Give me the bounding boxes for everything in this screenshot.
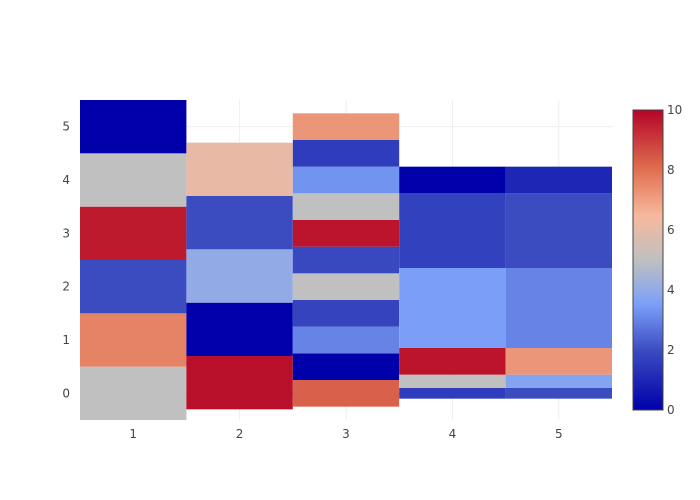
heatmap-cell xyxy=(292,246,400,274)
heatmap-cells xyxy=(80,100,612,420)
y-tick-label: 2 xyxy=(62,280,70,294)
heatmap-cell xyxy=(292,140,400,167)
heatmap-cell xyxy=(186,249,293,303)
heatmap-cell xyxy=(292,300,400,327)
heatmap-cell xyxy=(399,348,506,375)
x-tick-label: 1 xyxy=(129,427,137,441)
heatmap-cell xyxy=(292,193,400,220)
colorbar-scale xyxy=(632,109,664,411)
heatmap-cell xyxy=(80,366,187,420)
heatmap-cell xyxy=(292,166,400,194)
heatmap-cell xyxy=(292,380,400,407)
y-tick-label: 0 xyxy=(62,386,70,400)
x-tick-label: 5 xyxy=(555,427,563,441)
x-axis: 1 2 3 4 5 xyxy=(129,427,562,441)
heatmap-cell xyxy=(505,348,612,375)
heatmap-cell xyxy=(505,374,612,388)
heatmap-cell xyxy=(186,356,293,410)
colorbar-tick-label: 10 xyxy=(667,103,682,117)
heatmap-cell xyxy=(399,388,506,399)
heatmap-cell xyxy=(292,220,400,247)
heatmap-cell xyxy=(399,166,506,194)
heatmap-cell xyxy=(186,196,293,250)
heatmap-cell xyxy=(186,142,293,196)
heatmap-cell xyxy=(399,268,506,348)
heatmap-cell xyxy=(80,100,187,154)
y-tick-label: 4 xyxy=(62,173,70,187)
heatmap-cell xyxy=(505,166,612,194)
y-tick-label: 3 xyxy=(62,226,70,240)
heatmap-cell xyxy=(80,260,187,314)
heatmap-cell xyxy=(399,374,506,388)
x-tick-label: 2 xyxy=(236,427,244,441)
heatmap-cell xyxy=(505,268,612,348)
heatmap-cell xyxy=(80,206,187,260)
colorbar-tick-label: 0 xyxy=(667,403,675,417)
x-tick-label: 3 xyxy=(342,427,350,441)
colorbar-tick-label: 4 xyxy=(667,283,675,297)
y-axis: 0 1 2 3 4 5 xyxy=(62,120,70,401)
colorbar-tick-label: 6 xyxy=(667,223,675,237)
heatmap-cell xyxy=(292,326,400,354)
colorbar-tick-label: 2 xyxy=(667,343,675,357)
y-tick-label: 5 xyxy=(62,120,70,134)
heatmap-cell xyxy=(505,193,612,268)
heatmap-cell xyxy=(80,313,187,367)
heatmap-cell xyxy=(292,273,400,300)
heatmap-cell xyxy=(292,353,400,380)
x-tick-label: 4 xyxy=(449,427,457,441)
y-tick-label: 1 xyxy=(62,333,70,347)
heatmap-cell xyxy=(399,193,506,268)
colorbar-tick-label: 8 xyxy=(667,163,675,177)
colorbar: 0 2 4 6 8 10 xyxy=(632,103,682,417)
heatmap-cell xyxy=(292,113,400,140)
heatmap-cell xyxy=(80,153,187,207)
heatmap-cell xyxy=(186,302,293,356)
heatmap-cell xyxy=(505,388,612,399)
